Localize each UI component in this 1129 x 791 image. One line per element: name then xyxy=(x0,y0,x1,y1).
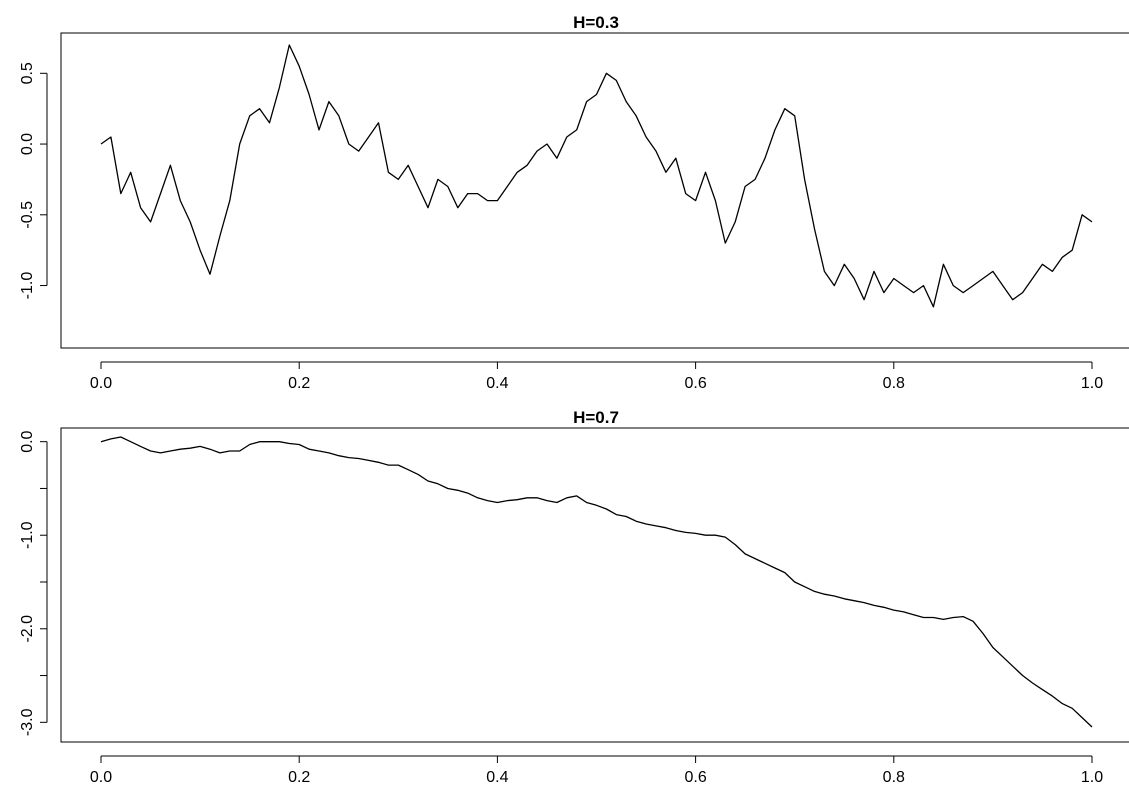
h07-x-tick-label: 0.6 xyxy=(684,769,706,786)
h07-x-tick-label: 1.0 xyxy=(1081,769,1103,786)
h03-x-tick-label: 0.2 xyxy=(288,375,310,392)
h07-x-tick-label: 0.8 xyxy=(883,769,905,786)
h07-y-tick-label: -2.0 xyxy=(19,615,36,643)
h03-x-tick-label: 1.0 xyxy=(1081,375,1103,392)
panel-h03: H=0.3 0.0 0.2 0.4 0.6 0.8 1.0 -1.0 -0.5 0.0 0.5 xyxy=(19,13,1129,392)
h07-chart-title: H=0.7 xyxy=(573,408,619,427)
h07-y-tick-label: -3.0 xyxy=(19,708,36,736)
h03-x-tick-label: 0.4 xyxy=(486,375,508,392)
h03-x-tick-label: 0.6 xyxy=(684,375,706,392)
h03-plot-frame xyxy=(60,32,1129,349)
h03-chart-title: H=0.3 xyxy=(573,13,619,32)
h07-y-tick-label: 0.0 xyxy=(19,430,36,452)
h07-series-line xyxy=(100,436,1093,728)
h07-x-tick-label: 0.0 xyxy=(90,769,112,786)
h03-y-tick-label: -1.0 xyxy=(19,272,36,300)
h03-y-tick-label: -0.5 xyxy=(19,201,36,229)
h07-plot-frame xyxy=(60,427,1129,743)
h07-x-tick-label: 0.4 xyxy=(486,769,508,786)
h03-y-tick-label: 0.0 xyxy=(19,133,36,155)
panel-h07: H=0.7 0.0 0.2 0.4 0.6 0.8 1.0 -3.0 -2.0 -1.0 0.0 xyxy=(19,408,1129,786)
h03-x-tick-label: 0.8 xyxy=(883,375,905,392)
h07-y-tick-label: -1.0 xyxy=(19,521,36,549)
h07-x-tick-label: 0.2 xyxy=(288,769,310,786)
h03-y-tick-label: 0.5 xyxy=(19,62,36,84)
h03-series-line xyxy=(100,44,1093,308)
h03-x-tick-label: 0.0 xyxy=(90,375,112,392)
